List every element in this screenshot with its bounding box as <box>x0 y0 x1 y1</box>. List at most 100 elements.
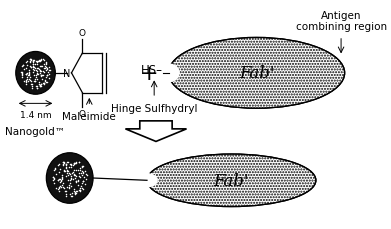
Point <box>38 83 45 86</box>
Point <box>31 69 38 73</box>
Point <box>77 188 83 192</box>
Point <box>76 161 83 165</box>
Point <box>36 60 43 63</box>
Point <box>74 169 81 172</box>
Point <box>73 179 79 183</box>
Point <box>66 183 72 187</box>
Point <box>76 174 82 178</box>
Point <box>24 64 30 68</box>
Point <box>51 176 57 180</box>
Point <box>64 169 70 172</box>
Point <box>41 59 47 62</box>
Point <box>36 84 43 88</box>
Point <box>27 58 33 62</box>
Point <box>59 173 65 177</box>
Point <box>50 176 56 179</box>
Point <box>44 74 50 78</box>
Point <box>70 177 76 181</box>
Text: Fab': Fab' <box>214 172 249 189</box>
Point <box>27 79 33 83</box>
Point <box>30 66 36 70</box>
Point <box>57 167 63 171</box>
Point <box>26 69 32 73</box>
Point <box>38 65 44 68</box>
Point <box>39 74 46 78</box>
Point <box>44 67 50 71</box>
Point <box>68 176 74 180</box>
Point <box>61 170 67 173</box>
Point <box>63 190 69 193</box>
Point <box>77 189 83 193</box>
Point <box>65 186 72 190</box>
Point <box>56 177 62 181</box>
Point <box>36 85 43 88</box>
Point <box>72 192 78 196</box>
Point <box>76 161 82 164</box>
Point <box>67 179 73 182</box>
Point <box>38 70 44 74</box>
Point <box>29 60 36 63</box>
Point <box>66 171 72 175</box>
Point <box>23 60 30 64</box>
Point <box>37 84 43 87</box>
Point <box>31 80 38 84</box>
Point <box>43 80 49 84</box>
Point <box>29 83 36 87</box>
Point <box>39 65 45 69</box>
Point <box>36 65 43 69</box>
Point <box>26 71 32 74</box>
Point <box>36 69 43 73</box>
Point <box>35 60 41 64</box>
Point <box>61 160 68 164</box>
Point <box>59 185 66 189</box>
Point <box>34 60 40 64</box>
Point <box>28 66 34 69</box>
Point <box>24 75 30 79</box>
Point <box>65 186 72 189</box>
Point <box>31 79 38 83</box>
Point <box>79 187 85 190</box>
Point <box>26 77 32 81</box>
Point <box>43 76 49 80</box>
Point <box>52 186 59 190</box>
Point <box>37 59 43 63</box>
Point <box>79 164 85 168</box>
Point <box>78 171 84 175</box>
Point <box>36 81 42 84</box>
Point <box>41 82 47 86</box>
Point <box>73 181 79 184</box>
Text: Fab': Fab' <box>239 65 274 82</box>
Point <box>29 85 36 88</box>
Point <box>57 179 64 183</box>
Point <box>19 76 25 80</box>
Point <box>75 179 81 183</box>
Point <box>79 165 86 169</box>
Point <box>72 169 78 172</box>
Point <box>39 78 46 81</box>
Point <box>82 169 88 173</box>
Point <box>38 58 44 62</box>
Ellipse shape <box>169 38 345 109</box>
Point <box>72 174 78 177</box>
Point <box>72 192 78 196</box>
Point <box>58 179 65 183</box>
Point <box>31 59 37 62</box>
Point <box>57 184 63 188</box>
Point <box>80 179 86 183</box>
Point <box>36 59 43 63</box>
Point <box>42 67 48 71</box>
Point <box>68 162 75 166</box>
Point <box>51 182 57 185</box>
Point <box>21 68 27 72</box>
Point <box>67 182 74 185</box>
Point <box>32 63 38 66</box>
Point <box>36 68 42 72</box>
Point <box>33 74 39 77</box>
Point <box>68 163 75 167</box>
Point <box>25 74 32 77</box>
Point <box>53 172 59 176</box>
Point <box>84 173 90 177</box>
Text: Hinge Sulfhydryl: Hinge Sulfhydryl <box>111 103 197 113</box>
Point <box>55 187 61 191</box>
Point <box>83 173 89 176</box>
